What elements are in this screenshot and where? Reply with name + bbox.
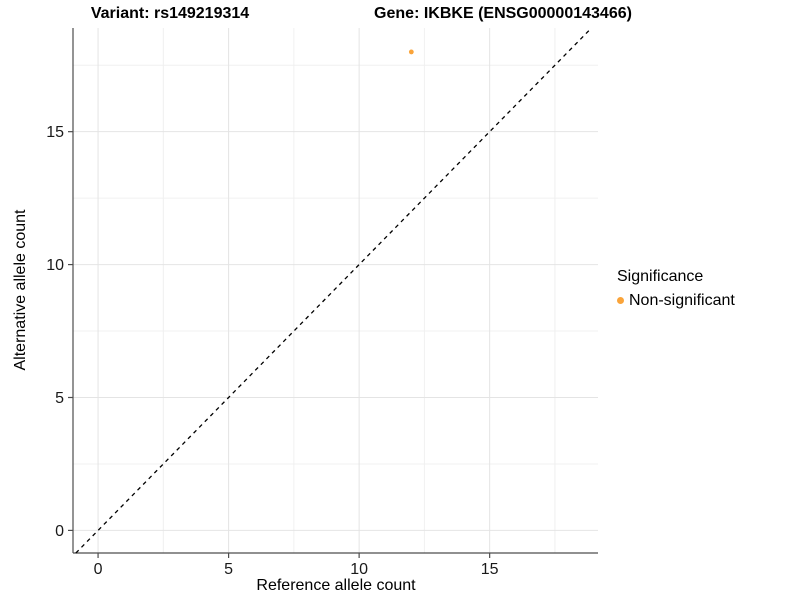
x-tick-label: 0 bbox=[94, 561, 103, 578]
y-tick-label: 15 bbox=[46, 124, 64, 141]
data-point bbox=[408, 49, 414, 55]
plot-title-gene: Gene: IKBKE (ENSG00000143466) bbox=[374, 5, 632, 22]
plot-title-variant: Variant: rs149219314 bbox=[90, 5, 250, 22]
y-tick-label: 5 bbox=[55, 390, 64, 407]
y-tick-label: 10 bbox=[46, 257, 64, 274]
x-tick-label: 5 bbox=[224, 561, 233, 578]
legend-items: Non-significant bbox=[617, 291, 735, 310]
x-tick-label: 15 bbox=[481, 561, 499, 578]
x-axis-title: Reference allele count bbox=[256, 577, 416, 594]
legend-item-label: Non-significant bbox=[629, 292, 735, 309]
x-tick-label: 10 bbox=[350, 561, 368, 578]
legend-dot-icon bbox=[617, 297, 624, 304]
y-tick-label: 0 bbox=[55, 523, 64, 540]
legend-item: Non-significant bbox=[617, 291, 735, 310]
y-axis-title: Alternative allele count bbox=[12, 209, 29, 371]
legend: Significance Non-significant bbox=[617, 268, 735, 310]
identity-line bbox=[75, 27, 592, 554]
legend-title: Significance bbox=[617, 268, 704, 285]
